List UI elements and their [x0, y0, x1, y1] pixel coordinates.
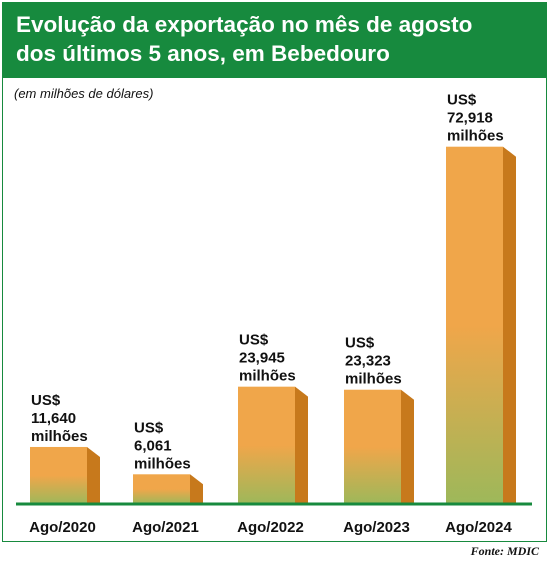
chart-subtitle: (em milhões de dólares) — [14, 86, 154, 101]
bar-value-label: US$ — [31, 392, 61, 409]
bar-front — [133, 474, 190, 504]
bar-value-label: 23,323 — [345, 353, 391, 370]
chart-source: Fonte: MDIC — [470, 544, 539, 558]
category-label: Ago/2021 — [132, 519, 199, 536]
chart-header: Evolução da exportação no mês de agosto … — [2, 2, 547, 78]
bar-value-label: US$ — [134, 419, 164, 436]
bar-front — [30, 446, 87, 504]
category-label: Ago/2023 — [343, 519, 410, 536]
bar-ago-2024 — [446, 146, 516, 505]
bar-value-label: 72,918 — [447, 110, 493, 127]
bar-side — [295, 386, 308, 504]
bar-value-label: milhões — [134, 455, 191, 472]
bar-value-label: milhões — [447, 128, 504, 145]
bar-front — [238, 386, 295, 504]
bar-ago-2023 — [344, 389, 414, 504]
chart-title-line-2: dos últimos 5 anos, em Bebedouro — [16, 41, 390, 66]
category-label: Ago/2020 — [29, 519, 96, 536]
bar-side — [87, 446, 100, 504]
category-label: Ago/2024 — [445, 519, 512, 536]
bar-side — [401, 389, 414, 504]
bar-value-label: milhões — [345, 371, 402, 388]
bar-ago-2020 — [30, 446, 100, 504]
bar-ago-2022 — [238, 386, 308, 504]
bar-side — [190, 474, 203, 504]
bar-side — [503, 146, 516, 505]
bar-value-label: milhões — [31, 428, 88, 445]
bar-value-label: 6,061 — [134, 437, 172, 454]
bar-front — [446, 146, 503, 505]
bar-value-label: 23,945 — [239, 350, 285, 367]
bar-value-label: 11,640 — [31, 410, 76, 427]
bar-value-label: milhões — [239, 368, 296, 385]
bar-value-label: US$ — [447, 92, 477, 109]
category-label: Ago/2022 — [237, 519, 304, 536]
bar-ago-2021 — [133, 474, 203, 504]
chart-title-line-1: Evolução da exportação no mês de agosto — [16, 12, 473, 37]
bar-value-label: US$ — [239, 332, 269, 349]
bar-value-label: US$ — [345, 335, 375, 352]
bar-front — [344, 389, 401, 504]
